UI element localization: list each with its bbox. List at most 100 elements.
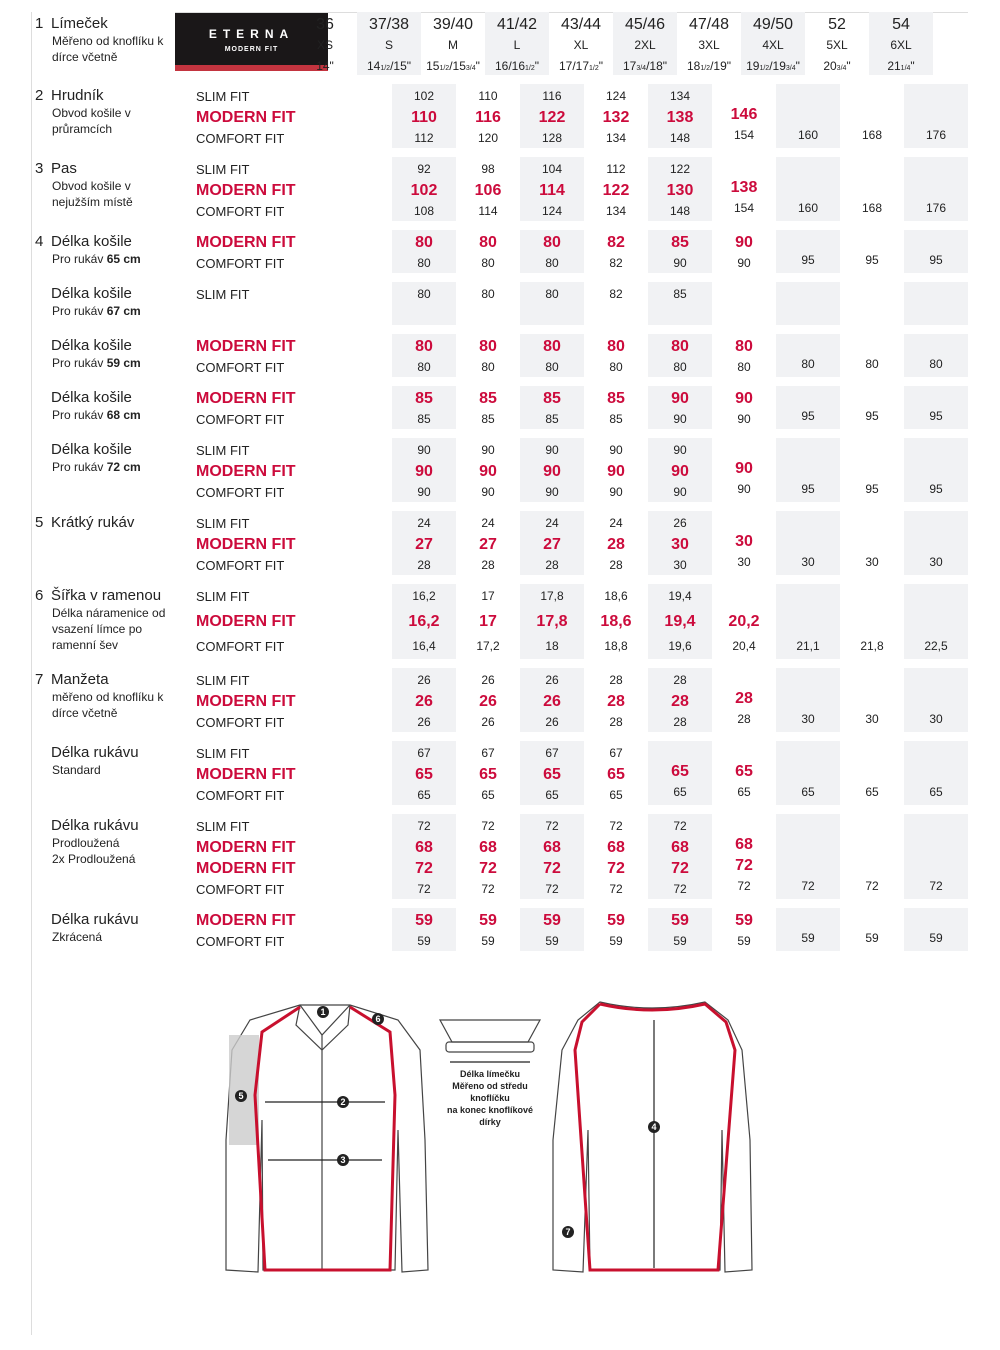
value-column: 67 65 65 bbox=[584, 741, 648, 805]
row-title: Délka košile bbox=[51, 285, 132, 302]
row-number bbox=[35, 336, 51, 355]
fit-name: COMFORT FIT bbox=[196, 485, 285, 500]
value-column: 80 bbox=[904, 334, 968, 377]
size-inches: 141/2/15" bbox=[357, 56, 421, 77]
fit-names: MODERN FIT COMFORT FIT bbox=[196, 334, 336, 377]
divider bbox=[175, 12, 968, 13]
measurement-value: 72 bbox=[481, 882, 495, 896]
size-column: 54 6XL 211/4" bbox=[869, 12, 933, 75]
size-inches: 203/4" bbox=[805, 56, 869, 77]
value-column: 168 bbox=[840, 157, 904, 221]
inch-part: " bbox=[910, 59, 915, 73]
measurement-value: 28 bbox=[609, 673, 623, 687]
measurement-value: 24 bbox=[545, 516, 559, 530]
measurement-value: 67 bbox=[417, 746, 431, 760]
measurement-value bbox=[328, 356, 392, 376]
value-column: 160 bbox=[776, 84, 840, 148]
measurement-value: 114 bbox=[539, 182, 565, 199]
value-column: 85 90 bbox=[648, 230, 712, 273]
group-label: Délka rukávu Zkrácená bbox=[35, 908, 175, 951]
measurement-value bbox=[712, 159, 776, 177]
sub-text: nejužším místě bbox=[52, 195, 133, 209]
measurement-value: 24 bbox=[417, 516, 431, 530]
measurement-value bbox=[904, 611, 968, 632]
measurement-value: 154 bbox=[733, 128, 755, 142]
measurement-value: 110 bbox=[411, 109, 437, 126]
measurement-value bbox=[840, 513, 904, 533]
row-title: Délka rukávu bbox=[51, 744, 139, 761]
value-column: 59 59 bbox=[520, 908, 584, 951]
measurement-value bbox=[904, 763, 968, 783]
value-column bbox=[904, 282, 968, 325]
measurement-value: 26 bbox=[417, 673, 431, 687]
value-column: 90 90 bbox=[648, 386, 712, 429]
measurement-value bbox=[840, 690, 904, 710]
value-column: 146 154 bbox=[712, 84, 776, 148]
inch-part: " bbox=[598, 59, 604, 73]
inch-part: " bbox=[475, 59, 480, 73]
measurement-value: 106 bbox=[474, 182, 502, 199]
value-column: 95 bbox=[840, 438, 904, 502]
value-column: 59 59 bbox=[712, 908, 776, 951]
measurement-value: 95 bbox=[865, 482, 879, 496]
value-column: 65 65 bbox=[648, 741, 712, 805]
measurement-value bbox=[776, 440, 840, 460]
value-columns: 80 80 80 80 80 80 80 80 80 80 80 80 80 80 80 bbox=[328, 334, 968, 377]
inch-part: /15" bbox=[390, 59, 412, 73]
measurement-value bbox=[776, 232, 840, 250]
value-columns: 80 80 80 82 85 bbox=[328, 282, 968, 325]
collar-caption: Měřeno od středu bbox=[452, 1081, 528, 1091]
measurement-value: 30 bbox=[801, 555, 815, 569]
inch-part: 19 bbox=[746, 59, 760, 73]
value-column: 72 bbox=[840, 814, 904, 899]
measurement-value: 30 bbox=[735, 533, 753, 550]
fit-name: MODERN FIT bbox=[196, 390, 296, 407]
measurement-value: 17,8 bbox=[536, 613, 568, 630]
measurement-value: 30 bbox=[929, 555, 943, 569]
fit-name: COMFORT FIT bbox=[196, 256, 285, 271]
measurement-group: 4 Délka košile Pro rukáv 65 cm MODERN FIT CO… bbox=[35, 230, 968, 273]
size-inches: 14" bbox=[293, 56, 357, 77]
measurement-value bbox=[328, 252, 392, 272]
measurement-value: 67 bbox=[609, 746, 623, 760]
value-columns: 59 59 59 59 59 59 59 59 59 59 59 59 59 59 59 bbox=[328, 908, 968, 951]
measurement-value: 59 bbox=[481, 934, 495, 948]
value-column: 82 bbox=[584, 282, 648, 325]
size-inches: 173/4/18" bbox=[613, 56, 677, 77]
value-column: 30 30 bbox=[712, 511, 776, 575]
measurement-value: 65 bbox=[479, 766, 497, 783]
measurement-value bbox=[840, 159, 904, 179]
sub-text: Prodloužená bbox=[52, 836, 120, 850]
inch-part: /19" bbox=[710, 59, 732, 73]
value-column bbox=[328, 741, 392, 805]
value-column: 17,8 17,8 18 bbox=[520, 584, 584, 659]
measurement-value: 26 bbox=[481, 673, 495, 687]
row-title: Délka rukávu bbox=[51, 817, 139, 834]
row-sub: Pro rukáv 59 cm bbox=[35, 355, 175, 371]
measurement-value: 26 bbox=[673, 516, 687, 530]
row-title: Délka rukávu bbox=[51, 911, 139, 928]
measurement-value: 90 bbox=[737, 412, 751, 426]
measurement-value: 80 bbox=[671, 338, 689, 355]
measurement-value: 85 bbox=[609, 412, 623, 426]
size-letter: L bbox=[513, 38, 521, 52]
row-number: 4 bbox=[35, 233, 44, 250]
inch-part: /19 bbox=[769, 59, 786, 73]
measurement-value: 72 bbox=[609, 882, 623, 896]
value-column: 24 27 28 bbox=[456, 511, 520, 575]
measurement-value bbox=[328, 816, 392, 836]
value-column: 102 110 112 bbox=[392, 84, 456, 148]
group-label: 7 Manžeta měřeno od knoflíku k dírce včetně bbox=[35, 668, 175, 732]
measurement-value: 27 bbox=[415, 536, 433, 553]
measurement-value: 16,2 bbox=[412, 589, 436, 603]
fit-name: MODERN FIT bbox=[196, 912, 296, 929]
inch-part: 3/4 bbox=[836, 65, 847, 72]
measurement-value: 90 bbox=[735, 390, 753, 407]
measurement-value: 168 bbox=[861, 201, 883, 215]
sub-text: Zkrácená bbox=[52, 930, 103, 944]
measurement-value: 28 bbox=[673, 715, 687, 729]
value-column: 80 bbox=[776, 334, 840, 377]
value-column: 59 59 bbox=[392, 908, 456, 951]
shirt-measurement-diagram: 1 2 3 4 5 6 7 Délka límečku Měřeno od st… bbox=[225, 1001, 753, 1273]
measurement-value bbox=[328, 460, 392, 480]
